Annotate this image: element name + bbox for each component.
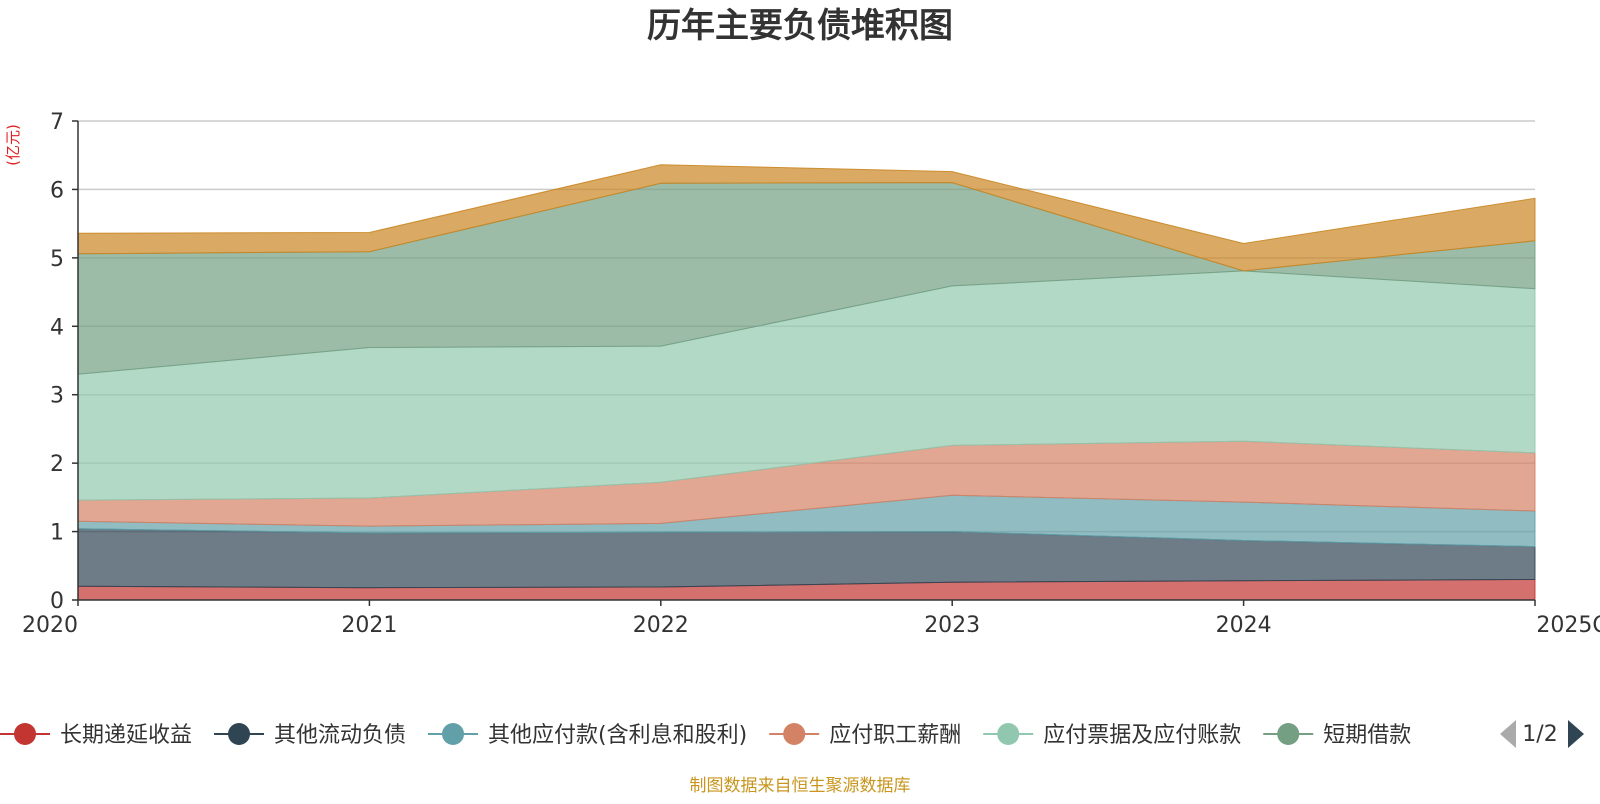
legend-next-icon[interactable] [1568,720,1584,748]
chart-title: 历年主要负债堆积图 [647,6,953,46]
legend-prev-icon[interactable] [1500,720,1516,748]
x-tick-label: 2025Q1 [1536,613,1600,638]
y-tick-label: 5 [50,247,64,272]
x-tick-label: 2020 [22,613,78,638]
legend-item-2[interactable]: 其他流动负债 [214,723,406,748]
x-tick-label: 2021 [341,613,397,638]
y-tick-label: 0 [50,589,64,614]
x-tick-label: 2024 [1216,613,1272,638]
legend: 长期递延收益 其他流动负债 其他应付款(含利息和股利) 应付职工薪酬 应付票据及应付账款… [0,723,1411,748]
legend-item-6[interactable]: 短期借款 [1263,723,1411,748]
legend-page-indicator: 1/2 [1522,722,1557,747]
legend-label: 应付票据及应付账款 [1043,723,1241,748]
axes: 0 1 2 3 4 5 6 7 2020 2021 2022 2023 2024 2025Q1 [22,110,1600,638]
legend-label: 长期递延收益 [60,723,192,748]
y-tick-label: 6 [50,178,64,203]
y-axis-unit-label: (亿元) [4,124,22,166]
legend-marker-icon [14,723,36,745]
x-tick-label: 2022 [633,613,689,638]
legend-marker-icon [1277,723,1300,745]
y-tick-label: 2 [50,452,64,477]
y-tick-label: 7 [50,110,64,135]
legend-label: 其他流动负债 [274,723,406,748]
legend-label: 其他应付款(含利息和股利) [488,723,747,748]
y-tick-label: 1 [50,521,64,546]
legend-item-1[interactable]: 长期递延收益 [0,723,192,748]
legend-item-4[interactable]: 应付职工薪酬 [769,723,961,748]
y-tick-label: 4 [50,315,64,340]
legend-marker-icon [783,723,806,745]
data-source-note: 制图数据来自恒生聚源数据库 [690,776,911,796]
legend-item-5[interactable]: 应付票据及应付账款 [983,723,1241,748]
x-tick-label: 2023 [924,613,980,638]
legend-item-3[interactable]: 其他应付款(含利息和股利) [428,723,747,748]
legend-label: 短期借款 [1323,723,1411,748]
y-tick-label: 3 [50,384,64,409]
legend-marker-icon [228,723,251,745]
series-areas [77,164,1536,601]
legend-marker-icon [442,723,465,745]
legend-marker-icon [997,723,1020,745]
legend-label: 应付职工薪酬 [829,723,961,748]
legend-pager[interactable]: 1/2 [1500,720,1584,748]
series-area-7[interactable] [77,164,1536,272]
